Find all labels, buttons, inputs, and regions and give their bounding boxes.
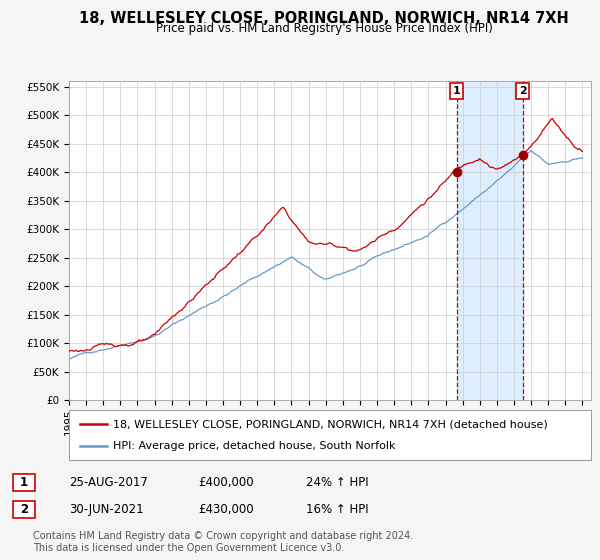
Text: 1: 1 bbox=[20, 476, 28, 489]
Text: 24% ↑ HPI: 24% ↑ HPI bbox=[306, 476, 368, 489]
Text: £430,000: £430,000 bbox=[198, 503, 254, 516]
Text: Price paid vs. HM Land Registry's House Price Index (HPI): Price paid vs. HM Land Registry's House … bbox=[155, 22, 493, 35]
Text: HPI: Average price, detached house, South Norfolk: HPI: Average price, detached house, Sout… bbox=[113, 441, 396, 451]
Text: 18, WELLESLEY CLOSE, PORINGLAND, NORWICH, NR14 7XH: 18, WELLESLEY CLOSE, PORINGLAND, NORWICH… bbox=[79, 11, 569, 26]
Text: Contains HM Land Registry data © Crown copyright and database right 2024.: Contains HM Land Registry data © Crown c… bbox=[33, 531, 413, 542]
Text: 18, WELLESLEY CLOSE, PORINGLAND, NORWICH, NR14 7XH (detached house): 18, WELLESLEY CLOSE, PORINGLAND, NORWICH… bbox=[113, 419, 548, 429]
Bar bbox=[457, 81, 523, 400]
Text: 25-AUG-2017: 25-AUG-2017 bbox=[69, 476, 148, 489]
Text: 16% ↑ HPI: 16% ↑ HPI bbox=[306, 503, 368, 516]
Text: This data is licensed under the Open Government Licence v3.0.: This data is licensed under the Open Gov… bbox=[33, 543, 344, 553]
Text: 2: 2 bbox=[20, 503, 28, 516]
Text: 2: 2 bbox=[518, 86, 526, 96]
Text: 30-JUN-2021: 30-JUN-2021 bbox=[69, 503, 143, 516]
Text: £400,000: £400,000 bbox=[198, 476, 254, 489]
Text: 1: 1 bbox=[453, 86, 461, 96]
